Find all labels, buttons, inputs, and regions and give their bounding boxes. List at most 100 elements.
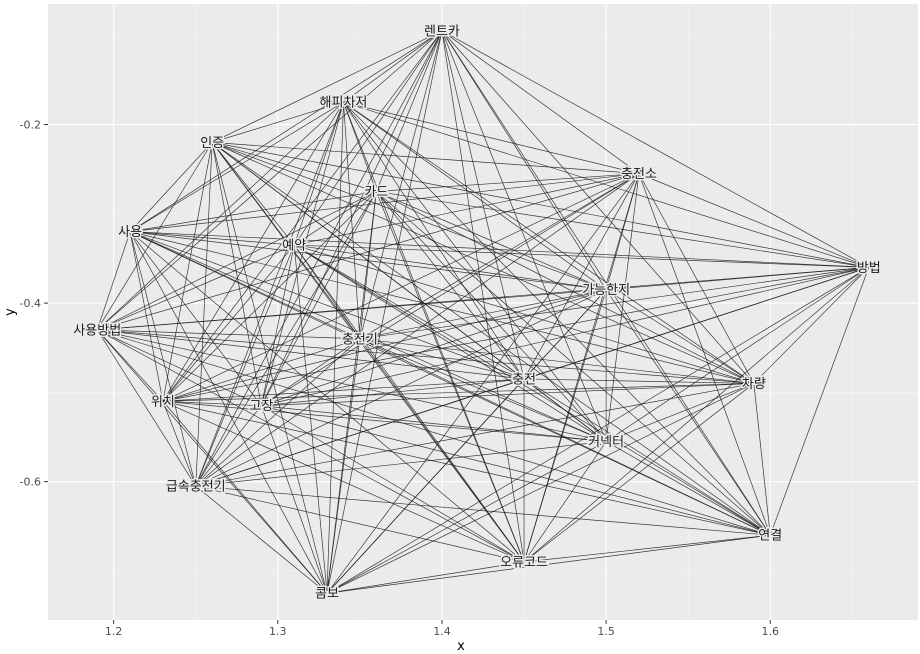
edge: [195, 173, 640, 487]
x-tick-label: 1.2: [105, 625, 123, 638]
edge: [162, 383, 754, 402]
edge: [195, 485, 328, 594]
edge: [97, 329, 262, 407]
edge: [294, 244, 607, 442]
edge: [195, 142, 213, 487]
node-label: 차량: [742, 377, 766, 392]
edge: [326, 267, 869, 594]
edge: [162, 338, 360, 402]
edge: [343, 101, 771, 536]
edge: [97, 173, 640, 331]
node-label: 예약: [282, 239, 306, 254]
edge: [130, 231, 607, 291]
edges: [96, 30, 870, 594]
edge: [359, 338, 525, 380]
edge: [524, 378, 754, 384]
edge: [96, 329, 197, 487]
edge: [97, 30, 443, 331]
edge: [212, 142, 377, 192]
edge: [343, 101, 755, 384]
edge: [129, 101, 344, 232]
y-axis-title: y: [3, 308, 18, 316]
edge: [162, 378, 525, 402]
edge: [261, 383, 754, 407]
node-label: 커넥터: [588, 435, 624, 450]
edge: [162, 400, 607, 442]
edge: [261, 102, 344, 406]
edge: [130, 231, 295, 246]
edge: [326, 441, 607, 594]
edge: [261, 405, 607, 442]
node-label: 충전소: [621, 167, 657, 182]
y-tick-label: -0.4: [20, 297, 41, 310]
edge: [129, 142, 213, 232]
edge: [605, 441, 771, 536]
edge: [130, 173, 639, 232]
edge: [129, 231, 525, 380]
edge: [97, 101, 344, 331]
edge: [162, 400, 771, 536]
edge: [638, 173, 869, 268]
edge: [376, 173, 639, 192]
edge: [97, 329, 525, 563]
node-label: 연결: [758, 529, 782, 544]
edge: [294, 244, 869, 268]
edge: [605, 267, 869, 442]
edge: [441, 30, 607, 290]
edge: [343, 102, 525, 380]
edge: [96, 142, 213, 331]
edge: [343, 102, 525, 563]
edge: [195, 30, 443, 487]
edge: [359, 30, 443, 339]
edge: [212, 101, 344, 143]
edge: [523, 173, 640, 380]
node-label: 방법: [857, 261, 881, 276]
edge: [343, 101, 607, 442]
node-label: 위치: [151, 395, 175, 410]
edge: [638, 173, 755, 384]
edge: [96, 231, 131, 330]
edge: [162, 401, 197, 487]
edge: [261, 289, 607, 407]
edge: [97, 329, 360, 340]
edge: [523, 383, 755, 563]
edge: [195, 338, 361, 487]
edge: [129, 231, 197, 487]
edge: [638, 173, 771, 536]
x-axis-title: x: [457, 639, 465, 654]
edge: [162, 30, 443, 402]
edge: [261, 378, 525, 407]
edge: [376, 191, 755, 384]
edge: [343, 101, 607, 290]
y-tick-label: -0.2: [20, 119, 41, 132]
edge: [162, 400, 262, 407]
edge: [129, 231, 607, 442]
node-label: 급속충전기: [166, 480, 226, 495]
edge: [96, 329, 328, 594]
edge: [359, 173, 640, 340]
edge: [195, 244, 295, 487]
edge: [376, 191, 869, 268]
node-label: 충전기: [342, 332, 378, 347]
x-tick-label: 1.3: [269, 625, 287, 638]
edge: [294, 244, 754, 384]
edge: [343, 101, 640, 174]
edge: [261, 244, 295, 406]
edge: [293, 245, 328, 594]
edge: [261, 405, 771, 536]
edge: [753, 267, 870, 384]
edge: [195, 485, 525, 563]
edge: [195, 441, 607, 487]
edge: [293, 30, 443, 246]
edge: [294, 173, 640, 246]
edge: [326, 191, 377, 594]
edge: [523, 534, 771, 563]
edge: [195, 378, 525, 487]
edge: [523, 378, 771, 536]
edge: [375, 30, 443, 192]
edge: [441, 30, 771, 536]
edge: [294, 191, 377, 246]
edge: [523, 267, 869, 563]
